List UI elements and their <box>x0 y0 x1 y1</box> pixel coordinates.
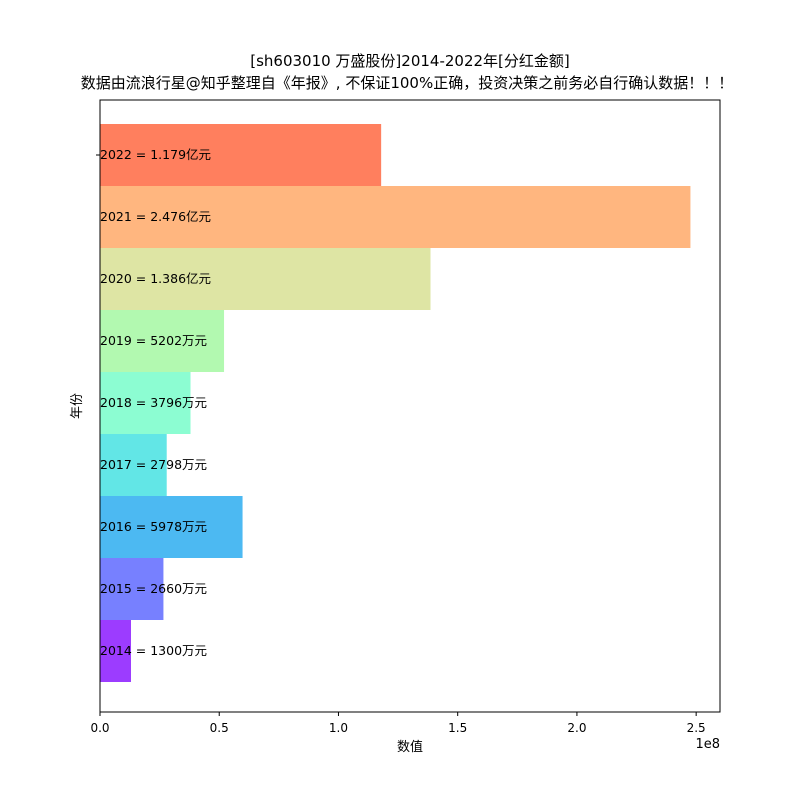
bar-labels-group: 2022 = 1.179亿元 2021 = 2.476亿元 2020 = 1.386… <box>100 147 211 658</box>
chart-title-line1: [sh603010 万盛股份]2014-2022年[分红金额] <box>250 52 570 70</box>
bar-label-2017: 2017 = 2798万元 <box>100 457 207 472</box>
x-scale-label: 1e8 <box>695 737 720 752</box>
bar-label-2022: 2022 = 1.179亿元 <box>100 147 211 162</box>
bar-2017 <box>100 434 167 496</box>
bar-2020 <box>100 248 431 310</box>
x-tick-label: 2.5 <box>687 721 706 735</box>
bar-label-2015: 2015 = 2660万元 <box>100 581 207 596</box>
bar-label-2016: 2016 = 5978万元 <box>100 519 207 534</box>
plot-frame <box>99 99 721 713</box>
x-tick-label: 2.0 <box>567 721 586 735</box>
x-tick-label: 0.0 <box>90 721 109 735</box>
y-axis-label: 年份 <box>70 393 85 419</box>
chart-title-line2: 数据由流浪行星@知乎整理自《年报》, 不保证100%正确，投资决策之前务必自行确… <box>81 74 733 92</box>
bar-label-2018: 2018 = 3796万元 <box>100 395 207 410</box>
bar-2015 <box>100 558 164 620</box>
bar-2022 <box>100 124 382 186</box>
bar-2019 <box>100 310 225 372</box>
x-ticks-group: 0.0 0.5 1.0 1.5 2.0 2.5 <box>90 712 706 735</box>
x-tick-label: 1.5 <box>448 721 467 735</box>
bar-label-2020: 2020 = 1.386亿元 <box>100 271 211 286</box>
x-tick-label: 0.5 <box>210 721 229 735</box>
bars-group <box>100 124 691 682</box>
bar-2016 <box>100 496 243 558</box>
x-tick-label: 1.0 <box>329 721 348 735</box>
bar-2021 <box>100 186 691 248</box>
x-axis-label: 数值 <box>397 739 423 755</box>
bar-2018 <box>100 372 191 434</box>
bar-label-2019: 2019 = 5202万元 <box>100 333 207 348</box>
bar-2014 <box>100 620 131 682</box>
bar-label-2021: 2021 = 2.476亿元 <box>100 209 211 224</box>
bar-label-2014: 2014 = 1300万元 <box>100 643 207 658</box>
